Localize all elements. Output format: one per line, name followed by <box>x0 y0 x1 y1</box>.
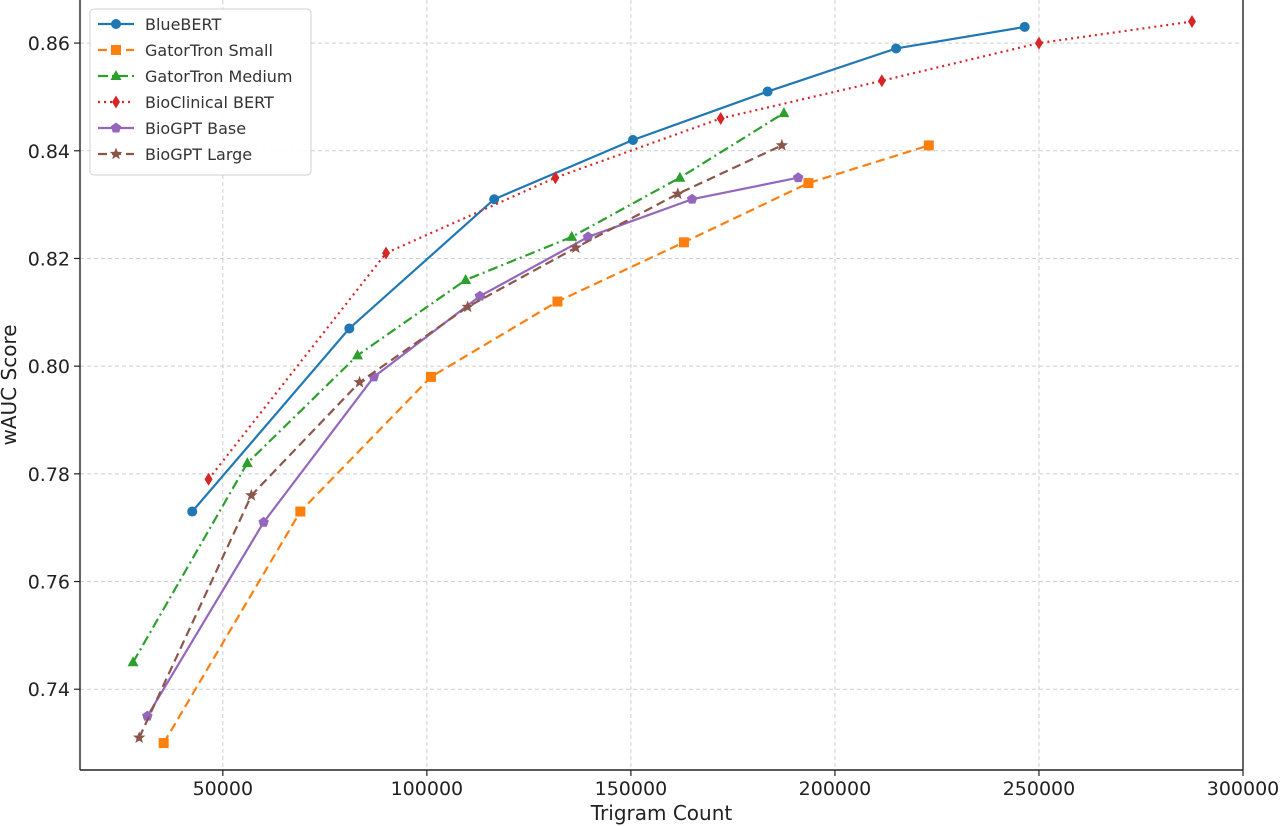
series-line-bioclinical-bert <box>207 20 1193 480</box>
legend-label-bioclinical-bert: BioClinical BERT <box>145 93 274 112</box>
data-point-gatortron-medium <box>778 107 790 118</box>
data-point-bluebert <box>762 86 773 97</box>
data-point-biogpt-large <box>461 300 474 313</box>
data-point-gatortron-medium <box>566 230 578 241</box>
data-point-gatortron-medium <box>127 656 139 667</box>
axes: 50000 100000 150000 200000 250000 300000 0.74 0… <box>28 0 1280 800</box>
data-point-biogpt-large <box>671 187 684 200</box>
y-tick-label: 0.86 <box>28 33 70 55</box>
legend-marker-gatortron-medium <box>110 70 122 80</box>
data-point-gatortron-medium <box>241 457 253 468</box>
data-point-bioclinical-bert <box>204 472 213 486</box>
series-bioclinical-bert <box>204 15 1196 486</box>
series-gatortron-medium <box>127 107 790 667</box>
x-axis-title: Trigram Count <box>590 801 733 825</box>
y-tick-label: 0.74 <box>28 679 70 701</box>
data-point-bluebert <box>627 135 638 145</box>
data-point-gatortron-small <box>552 296 563 307</box>
data-point-bluebert <box>344 323 355 334</box>
data-point-gatortron-small <box>803 178 814 189</box>
data-point-biogpt-base <box>792 172 804 183</box>
data-point-biogpt-large <box>245 488 258 501</box>
y-tick-label: 0.80 <box>28 356 70 378</box>
data-point-bluebert <box>187 506 198 517</box>
series-gatortron-small <box>158 140 934 749</box>
data-point-gatortron-medium <box>351 349 363 360</box>
y-tick-label: 0.78 <box>28 464 70 486</box>
data-point-bioclinical-bert <box>1187 15 1196 29</box>
data-point-gatortron-small <box>923 140 934 151</box>
data-point-gatortron-small <box>158 738 169 749</box>
y-axis-title: wAUC Score <box>0 324 21 445</box>
data-point-biogpt-base <box>582 231 594 242</box>
legend-marker-bioclinical-bert <box>112 95 120 109</box>
legend-label-gatortron-medium: GatorTron Medium <box>145 67 292 86</box>
y-tick-label: 0.76 <box>28 572 70 594</box>
legend-label-gatortron-small: GatorTron Small <box>145 41 273 60</box>
legend-label-biogpt-base: BioGPT Base <box>145 119 246 138</box>
data-point-bluebert <box>1019 21 1030 32</box>
data-point-biogpt-large <box>569 241 582 253</box>
series-line-bluebert <box>191 25 1025 513</box>
data-point-biogpt-base <box>686 193 698 204</box>
series-line-gatortron-medium <box>132 112 785 663</box>
x-tick-label: 300000 <box>1207 778 1280 800</box>
series-biogpt-large <box>132 138 789 743</box>
grid <box>80 0 1244 770</box>
series-group <box>127 15 1196 749</box>
data-point-biogpt-large <box>353 375 366 388</box>
y-tick-label: 0.84 <box>28 141 70 163</box>
series-line-biogpt-large <box>138 144 783 739</box>
legend-marker-biogpt-large <box>109 147 123 160</box>
x-tick-label: 200000 <box>799 778 872 800</box>
data-point-biogpt-base <box>142 710 153 721</box>
data-point-biogpt-base <box>258 516 269 527</box>
x-tick-label: 250000 <box>1003 778 1076 800</box>
data-point-bioclinical-bert <box>877 74 886 88</box>
data-point-bluebert <box>891 43 902 54</box>
series-line-gatortron-small <box>162 144 930 744</box>
data-point-gatortron-small <box>678 237 689 248</box>
data-point-gatortron-medium <box>460 274 472 284</box>
y-tick-label: 0.82 <box>28 248 70 270</box>
legend: BlueBERT GatorTron Small GatorTron Medium B… <box>89 8 312 176</box>
data-point-gatortron-small <box>425 371 436 382</box>
x-tick-label: 50000 <box>193 778 253 800</box>
series-bluebert <box>187 21 1030 517</box>
legend-label-biogpt-large: BioGPT Large <box>145 145 252 164</box>
data-point-gatortron-small <box>295 506 306 517</box>
data-point-biogpt-large <box>132 731 146 743</box>
data-point-gatortron-medium <box>674 171 686 182</box>
legend-label-bluebert: BlueBERT <box>145 15 221 34</box>
data-point-bluebert <box>489 194 500 205</box>
data-point-bioclinical-bert <box>716 111 725 125</box>
data-point-bioclinical-bert <box>551 171 560 185</box>
data-point-bioclinical-bert <box>1034 36 1043 50</box>
data-point-biogpt-base <box>474 290 486 301</box>
legend-marker-bluebert <box>111 19 121 29</box>
series-biogpt-base <box>142 172 804 721</box>
data-point-biogpt-large <box>775 138 789 151</box>
x-tick-label: 100000 <box>391 778 464 800</box>
legend-marker-gatortron-small <box>111 45 121 55</box>
data-point-bioclinical-bert <box>382 246 391 260</box>
legend-box <box>89 8 312 176</box>
x-tick-label: 150000 <box>595 778 668 800</box>
legend-marker-biogpt-base <box>110 122 122 133</box>
